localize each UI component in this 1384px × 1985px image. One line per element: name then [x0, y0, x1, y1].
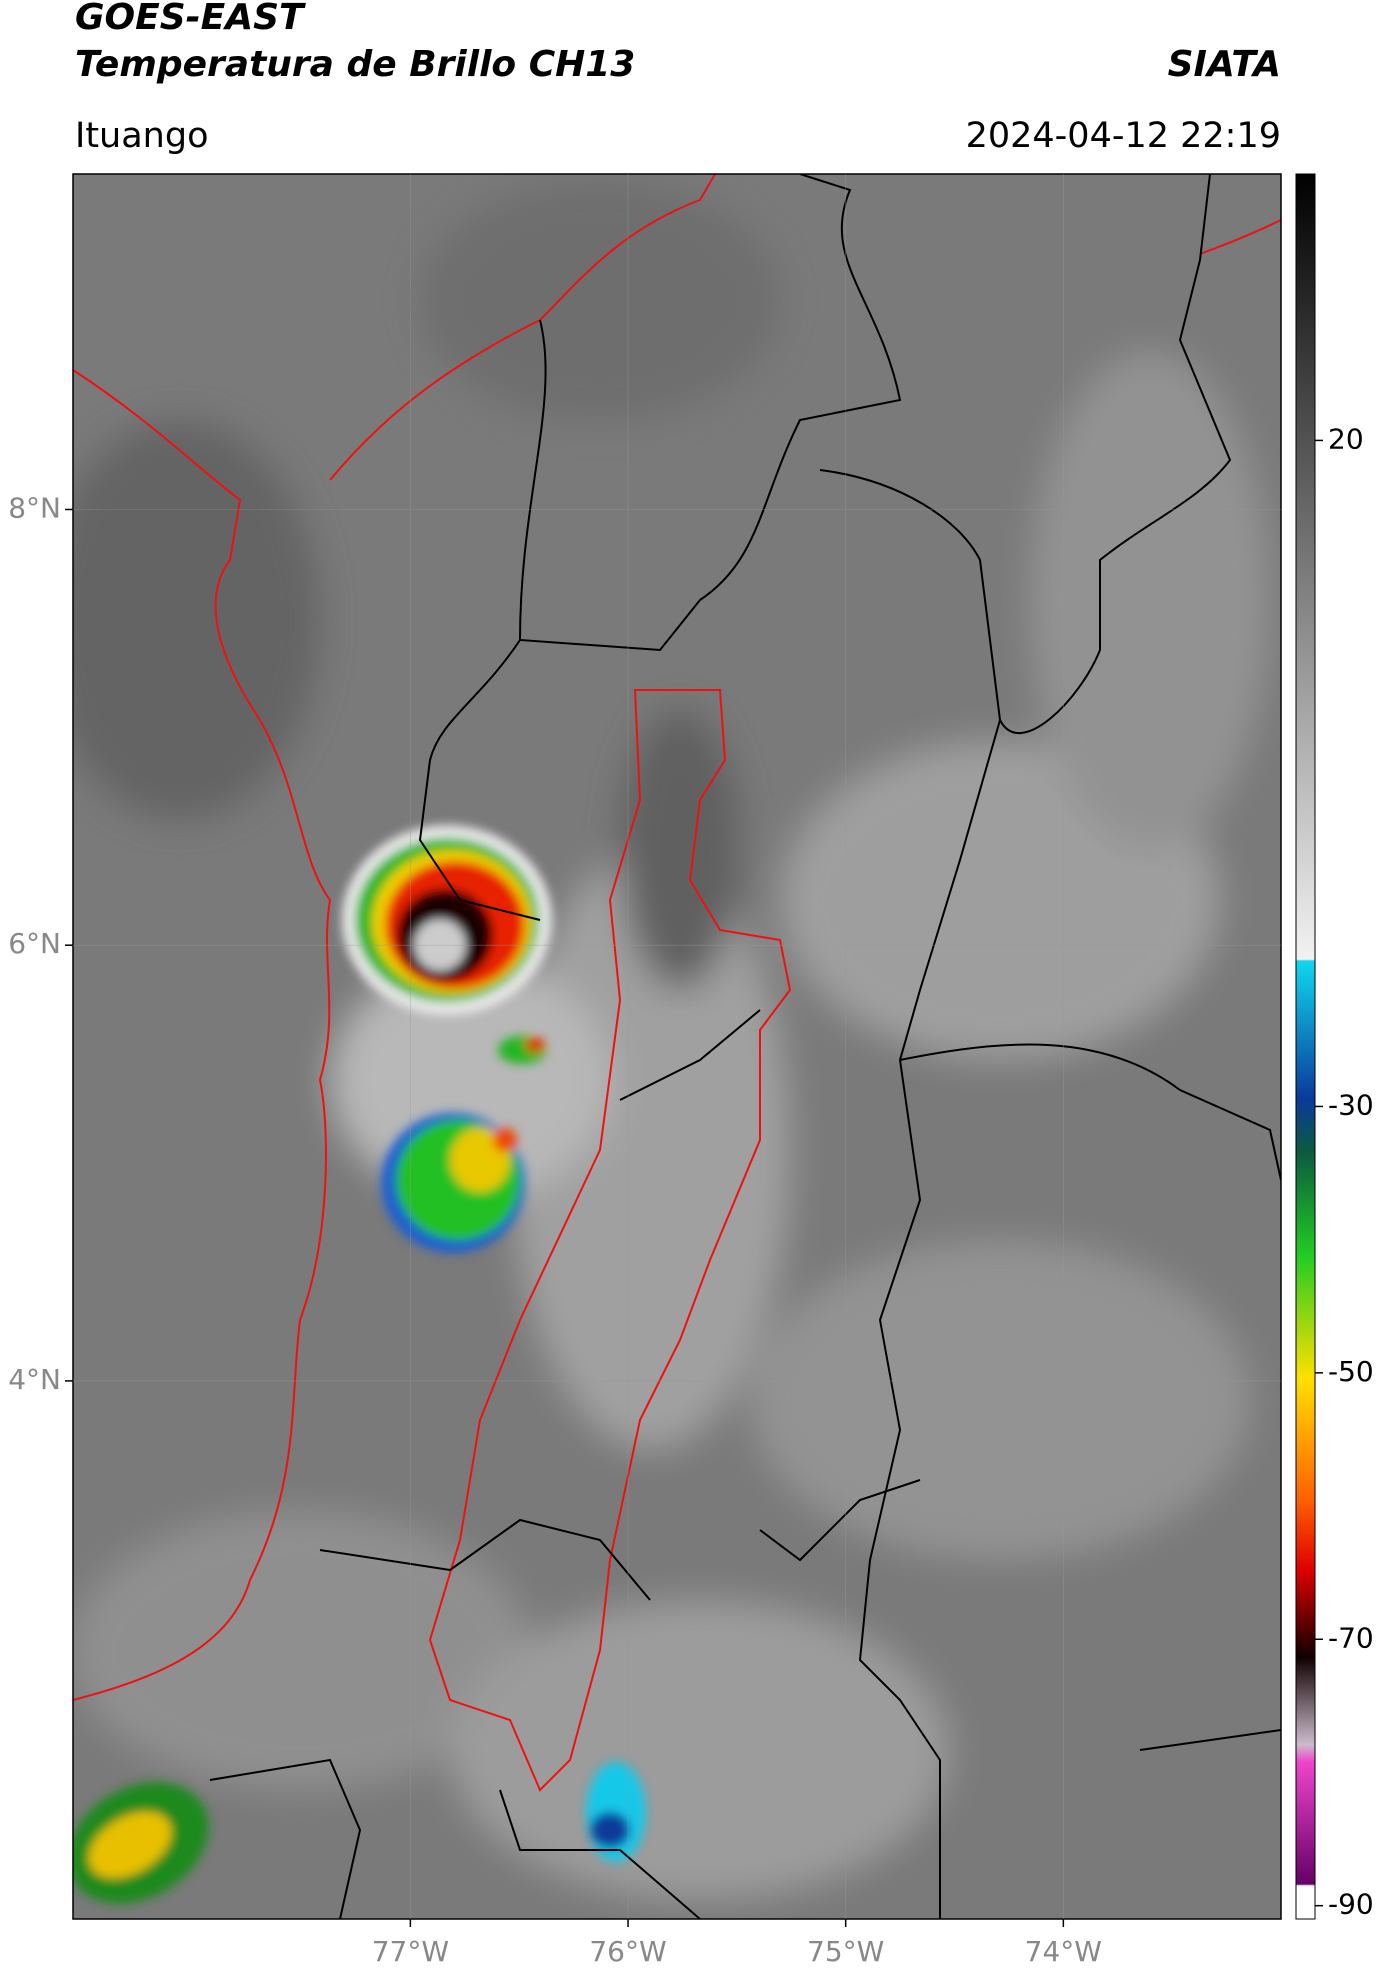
colorbar-tick-label: -50 [1328, 1355, 1374, 1388]
subtitle: Temperatura de Brillo CH13 [75, 44, 635, 85]
location: Ituango [75, 116, 209, 156]
lon-tick-label: 75°W [807, 1935, 884, 1968]
lon-tick-label: 74°W [1025, 1935, 1102, 1968]
lat-tick-label: 8°N [8, 491, 61, 524]
colorbar-tick-label: -70 [1328, 1621, 1374, 1654]
agency: SIATA [1168, 44, 1281, 85]
timestamp: 2024-04-12 22:19 [966, 116, 1281, 156]
colorbar-tick-label: -90 [1328, 1888, 1374, 1921]
colorbar-tick-label: 20 [1328, 422, 1364, 455]
colorbar-tick-label: -30 [1328, 1088, 1374, 1121]
lon-tick-label: 77°W [372, 1935, 449, 1968]
lat-tick-label: 6°N [8, 927, 61, 960]
lon-tick-label: 76°W [589, 1935, 666, 1968]
colorbar [1295, 173, 1316, 1920]
title: GOES-EAST [75, 0, 306, 38]
satellite-image [73, 174, 1281, 1919]
lat-tick-label: 4°N [8, 1363, 61, 1396]
map-frame [72, 173, 1282, 1920]
